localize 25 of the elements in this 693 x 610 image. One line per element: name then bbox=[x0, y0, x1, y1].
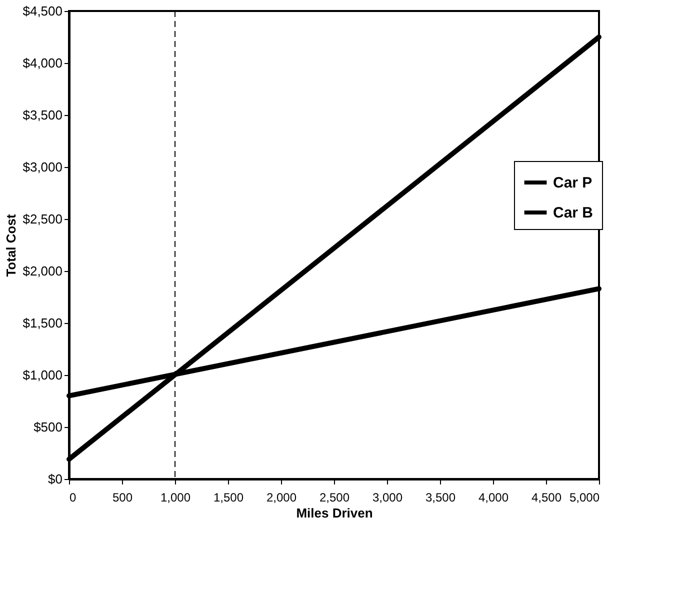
legend-label: Car B bbox=[553, 204, 594, 222]
y-tick-label: $2,000 bbox=[22, 264, 62, 278]
y-tick-label: $1,000 bbox=[22, 368, 62, 382]
y-tick-label: $1,500 bbox=[22, 316, 62, 330]
y-tick-label: $2,500 bbox=[22, 212, 62, 226]
y-tick-label: $4,000 bbox=[22, 56, 62, 70]
y-tick-label: $4,500 bbox=[22, 4, 62, 18]
x-tick-label: 3,000 bbox=[372, 490, 403, 504]
x-axis-title: Miles Driven bbox=[296, 506, 373, 520]
x-tick-label: 4,000 bbox=[478, 490, 509, 504]
x-tick-label: 1,500 bbox=[213, 490, 244, 504]
y-tick-label: $3,500 bbox=[22, 108, 62, 122]
x-tick-label: 500 bbox=[112, 490, 133, 504]
x-tick-label: 1,000 bbox=[160, 490, 191, 504]
x-tick-label: 0 bbox=[70, 490, 76, 504]
y-tick-label: $500 bbox=[34, 420, 62, 434]
y-axis-title: Total Cost bbox=[4, 214, 19, 277]
y-tick-label: $3,000 bbox=[22, 160, 62, 174]
x-tick-label: 2,500 bbox=[319, 490, 350, 504]
x-tick-label: 2,000 bbox=[266, 490, 297, 504]
y-tick-label: $0 bbox=[48, 472, 62, 486]
x-tick-label: 5,000 bbox=[569, 490, 600, 504]
x-tick-label: 3,500 bbox=[425, 490, 456, 504]
legend-label: Car P bbox=[553, 174, 592, 192]
x-tick-label: 4,500 bbox=[531, 490, 562, 504]
